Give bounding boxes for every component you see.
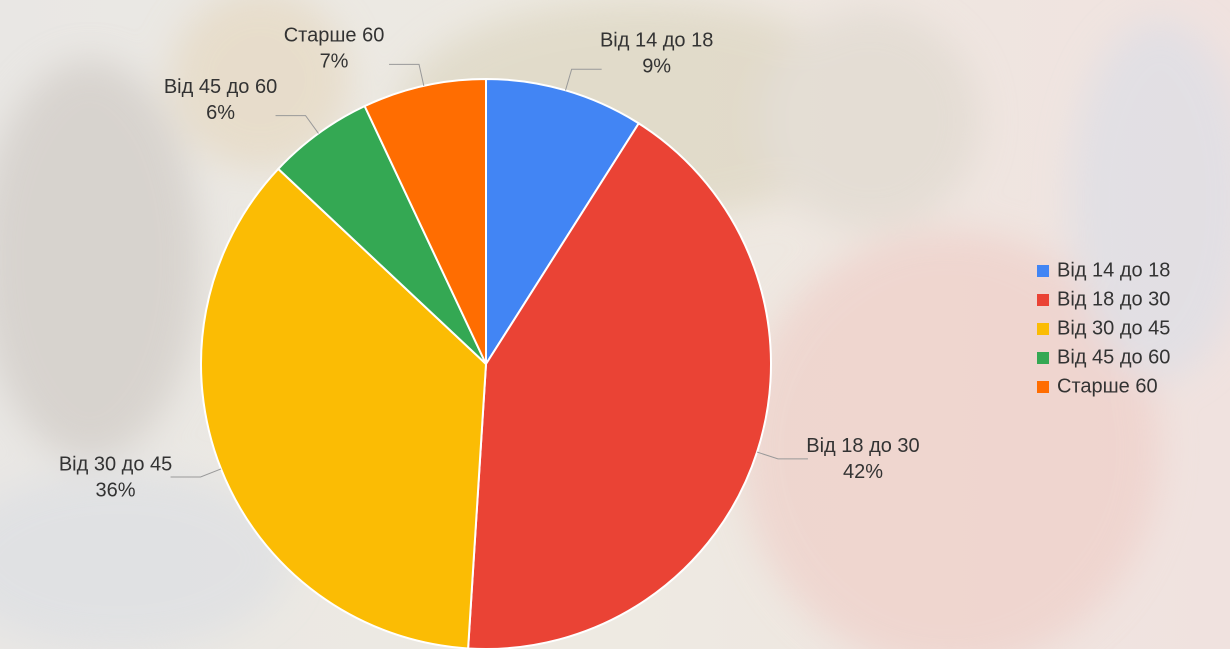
slice-value-label: 42%: [843, 461, 883, 483]
slice-label: Від 18 до 30: [806, 435, 919, 457]
legend-label: Від 30 до 45: [1057, 317, 1170, 339]
pie: [201, 79, 771, 649]
slice-label: Старше 60: [284, 25, 385, 47]
slice-label: Від 45 до 60: [164, 76, 277, 98]
slice-value-label: 7%: [320, 51, 349, 73]
slice-value-label: 36%: [96, 479, 136, 501]
legend-label: Від 18 до 30: [1057, 288, 1170, 310]
slice-label: Від 30 до 45: [59, 453, 172, 475]
legend-label: Від 14 до 18: [1057, 259, 1170, 281]
legend: Від 14 до 18 Від 18 до 30 Від 30 до 45 Від …: [1037, 259, 1170, 397]
slice-label: Від 14 до 18: [600, 29, 713, 51]
legend-swatch: [1037, 381, 1049, 393]
chart: Від 14 до 18 9% Від 18 до 30 42% Від 30 до 4…: [0, 0, 1230, 649]
slice-value-label: 9%: [642, 55, 671, 77]
legend-swatch: [1037, 294, 1049, 306]
legend-swatch: [1037, 323, 1049, 335]
slice-value-label: 6%: [206, 102, 235, 124]
legend-label: Старше 60: [1057, 375, 1158, 397]
legend-label: Від 45 до 60: [1057, 346, 1170, 368]
legend-swatch: [1037, 352, 1049, 364]
legend-swatch: [1037, 265, 1049, 277]
